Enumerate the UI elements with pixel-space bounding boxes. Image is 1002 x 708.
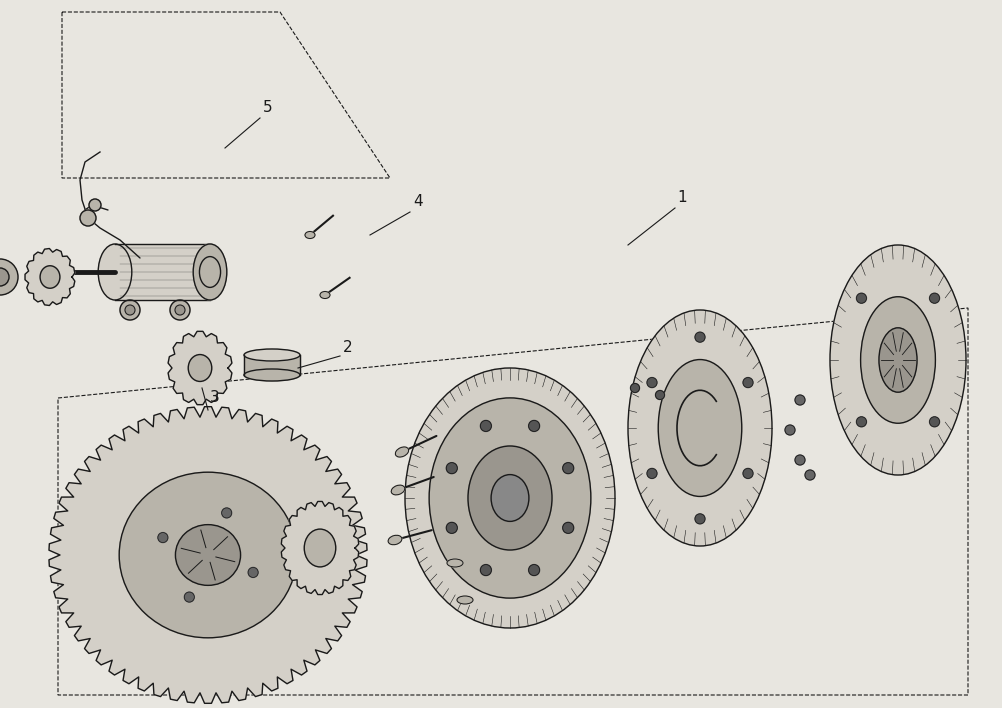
Text: 2: 2: [344, 341, 353, 355]
Ellipse shape: [175, 525, 240, 586]
Ellipse shape: [491, 474, 529, 521]
Circle shape: [785, 425, 795, 435]
Ellipse shape: [457, 596, 473, 604]
Ellipse shape: [658, 360, 741, 496]
Polygon shape: [49, 406, 367, 703]
Ellipse shape: [396, 447, 409, 457]
Circle shape: [743, 469, 754, 479]
Circle shape: [529, 564, 540, 576]
Circle shape: [120, 300, 140, 320]
Polygon shape: [244, 355, 300, 375]
Ellipse shape: [391, 485, 405, 495]
Circle shape: [446, 462, 457, 474]
Circle shape: [446, 523, 457, 533]
Circle shape: [563, 523, 574, 533]
Text: 5: 5: [264, 101, 273, 115]
Circle shape: [647, 377, 657, 387]
Circle shape: [221, 508, 231, 518]
Polygon shape: [168, 331, 231, 405]
Polygon shape: [115, 244, 210, 300]
Circle shape: [0, 259, 18, 295]
Ellipse shape: [320, 292, 330, 299]
Circle shape: [857, 417, 867, 427]
Ellipse shape: [405, 368, 615, 628]
Circle shape: [563, 462, 574, 474]
Ellipse shape: [199, 256, 220, 287]
Text: 1: 1: [677, 190, 686, 205]
Ellipse shape: [244, 349, 300, 361]
Circle shape: [248, 567, 259, 578]
Polygon shape: [282, 501, 359, 595]
Circle shape: [170, 300, 190, 320]
Ellipse shape: [244, 369, 300, 381]
Ellipse shape: [305, 232, 315, 239]
Circle shape: [89, 199, 101, 211]
Ellipse shape: [447, 559, 463, 567]
Circle shape: [743, 377, 754, 387]
Circle shape: [184, 592, 194, 602]
Ellipse shape: [193, 244, 226, 300]
Circle shape: [655, 391, 664, 399]
Ellipse shape: [830, 245, 966, 475]
Ellipse shape: [879, 328, 917, 392]
Ellipse shape: [388, 535, 402, 544]
Circle shape: [480, 564, 491, 576]
Circle shape: [158, 532, 168, 542]
Circle shape: [175, 305, 185, 315]
Ellipse shape: [305, 529, 336, 567]
Circle shape: [695, 514, 705, 524]
Circle shape: [795, 395, 805, 405]
Circle shape: [529, 421, 540, 431]
Ellipse shape: [468, 446, 552, 550]
Ellipse shape: [98, 244, 132, 300]
Circle shape: [480, 421, 491, 431]
Circle shape: [857, 293, 867, 303]
Circle shape: [125, 305, 135, 315]
Circle shape: [795, 455, 805, 465]
Circle shape: [695, 332, 705, 342]
Circle shape: [630, 384, 639, 392]
Circle shape: [805, 470, 815, 480]
Polygon shape: [25, 249, 75, 305]
Circle shape: [930, 293, 940, 303]
Circle shape: [80, 210, 96, 226]
Circle shape: [930, 417, 940, 427]
Ellipse shape: [429, 398, 591, 598]
Ellipse shape: [119, 472, 297, 638]
Text: 4: 4: [413, 195, 423, 210]
Ellipse shape: [628, 310, 772, 546]
Ellipse shape: [188, 355, 211, 382]
Ellipse shape: [40, 266, 60, 288]
Circle shape: [0, 268, 9, 286]
Circle shape: [647, 469, 657, 479]
Text: 3: 3: [210, 391, 219, 406]
Ellipse shape: [861, 297, 936, 423]
